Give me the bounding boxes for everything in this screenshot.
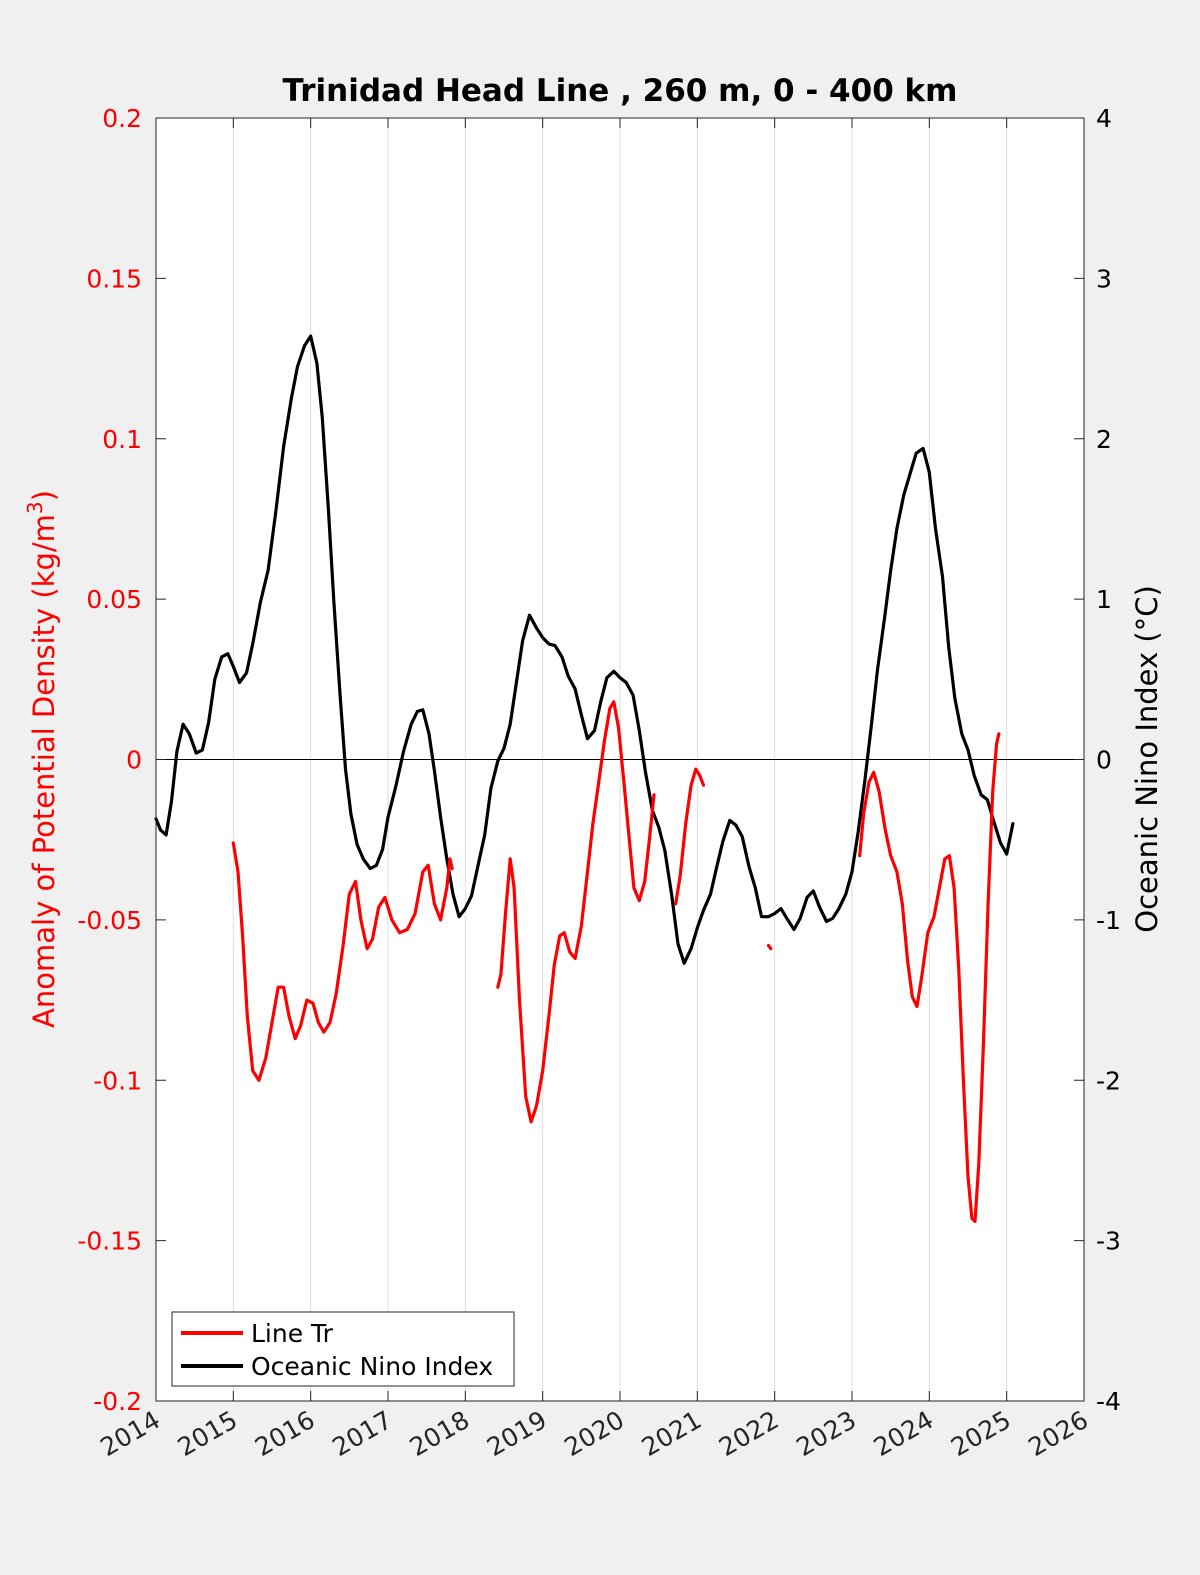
right-tick-label-3: 3 (1096, 264, 1112, 293)
right-tick-label--3: -3 (1096, 1227, 1121, 1256)
left-tick-label-0.15: 0.15 (86, 264, 142, 293)
right-axis-label: Oceanic Nino Index (°C) (1130, 585, 1164, 933)
left-axis-label: Anomaly of Potential Density (kg/m3) (23, 490, 61, 1028)
left-tick-label-0: 0 (126, 746, 142, 775)
right-tick-label--1: -1 (1096, 906, 1121, 935)
left-axis-label-close: ) (27, 490, 61, 501)
left-axis-label-superscript: 3 (23, 501, 47, 514)
left-axis-label-main: Anomaly of Potential Density (kg/m (27, 514, 61, 1028)
series-line-tr-segment-1 (231, 841, 454, 1082)
series-layer (154, 334, 1015, 1223)
left-tick-label-0.05: 0.05 (86, 585, 142, 614)
series-line-tr-segment-5 (858, 732, 1001, 1223)
legend: Line Tr Oceanic Nino Index (171, 1311, 515, 1387)
right-tick-label--4: -4 (1096, 1387, 1121, 1416)
left-tick-label--0.1: -0.1 (93, 1066, 142, 1095)
legend-box (171, 1311, 515, 1387)
series-line-tr-segment-4 (766, 943, 773, 951)
legend-label-oni: Oceanic Nino Index (251, 1352, 493, 1381)
right-tick-label--2: -2 (1096, 1066, 1121, 1095)
chart-title: Trinidad Head Line , 260 m, 0 - 400 km (283, 73, 958, 109)
left-axis-ticks: -0.2 -0.15 -0.1 -0.05 0 0.05 0.1 0.15 0.2 (77, 104, 166, 1416)
right-tick-label-2: 2 (1096, 425, 1112, 454)
left-tick-label--0.2: -0.2 (93, 1387, 142, 1416)
left-tick-label--0.15: -0.15 (77, 1227, 142, 1256)
right-tick-label-1: 1 (1096, 585, 1112, 614)
left-tick-label-0.1: 0.1 (102, 425, 142, 454)
right-tick-label-0: 0 (1096, 746, 1112, 775)
right-axis-ticks: -4 -3 -2 -1 0 1 2 3 4 (1074, 104, 1121, 1416)
series-line-tr-segment-2 (496, 700, 656, 1124)
left-tick-label--0.05: -0.05 (77, 906, 142, 935)
left-tick-label-0.2: 0.2 (102, 104, 142, 133)
series-line-tr-segment-3 (674, 767, 706, 906)
series-oceanic-nino-index (154, 334, 1015, 965)
legend-label-line-tr: Line Tr (251, 1319, 334, 1348)
right-tick-label-4: 4 (1096, 104, 1112, 133)
